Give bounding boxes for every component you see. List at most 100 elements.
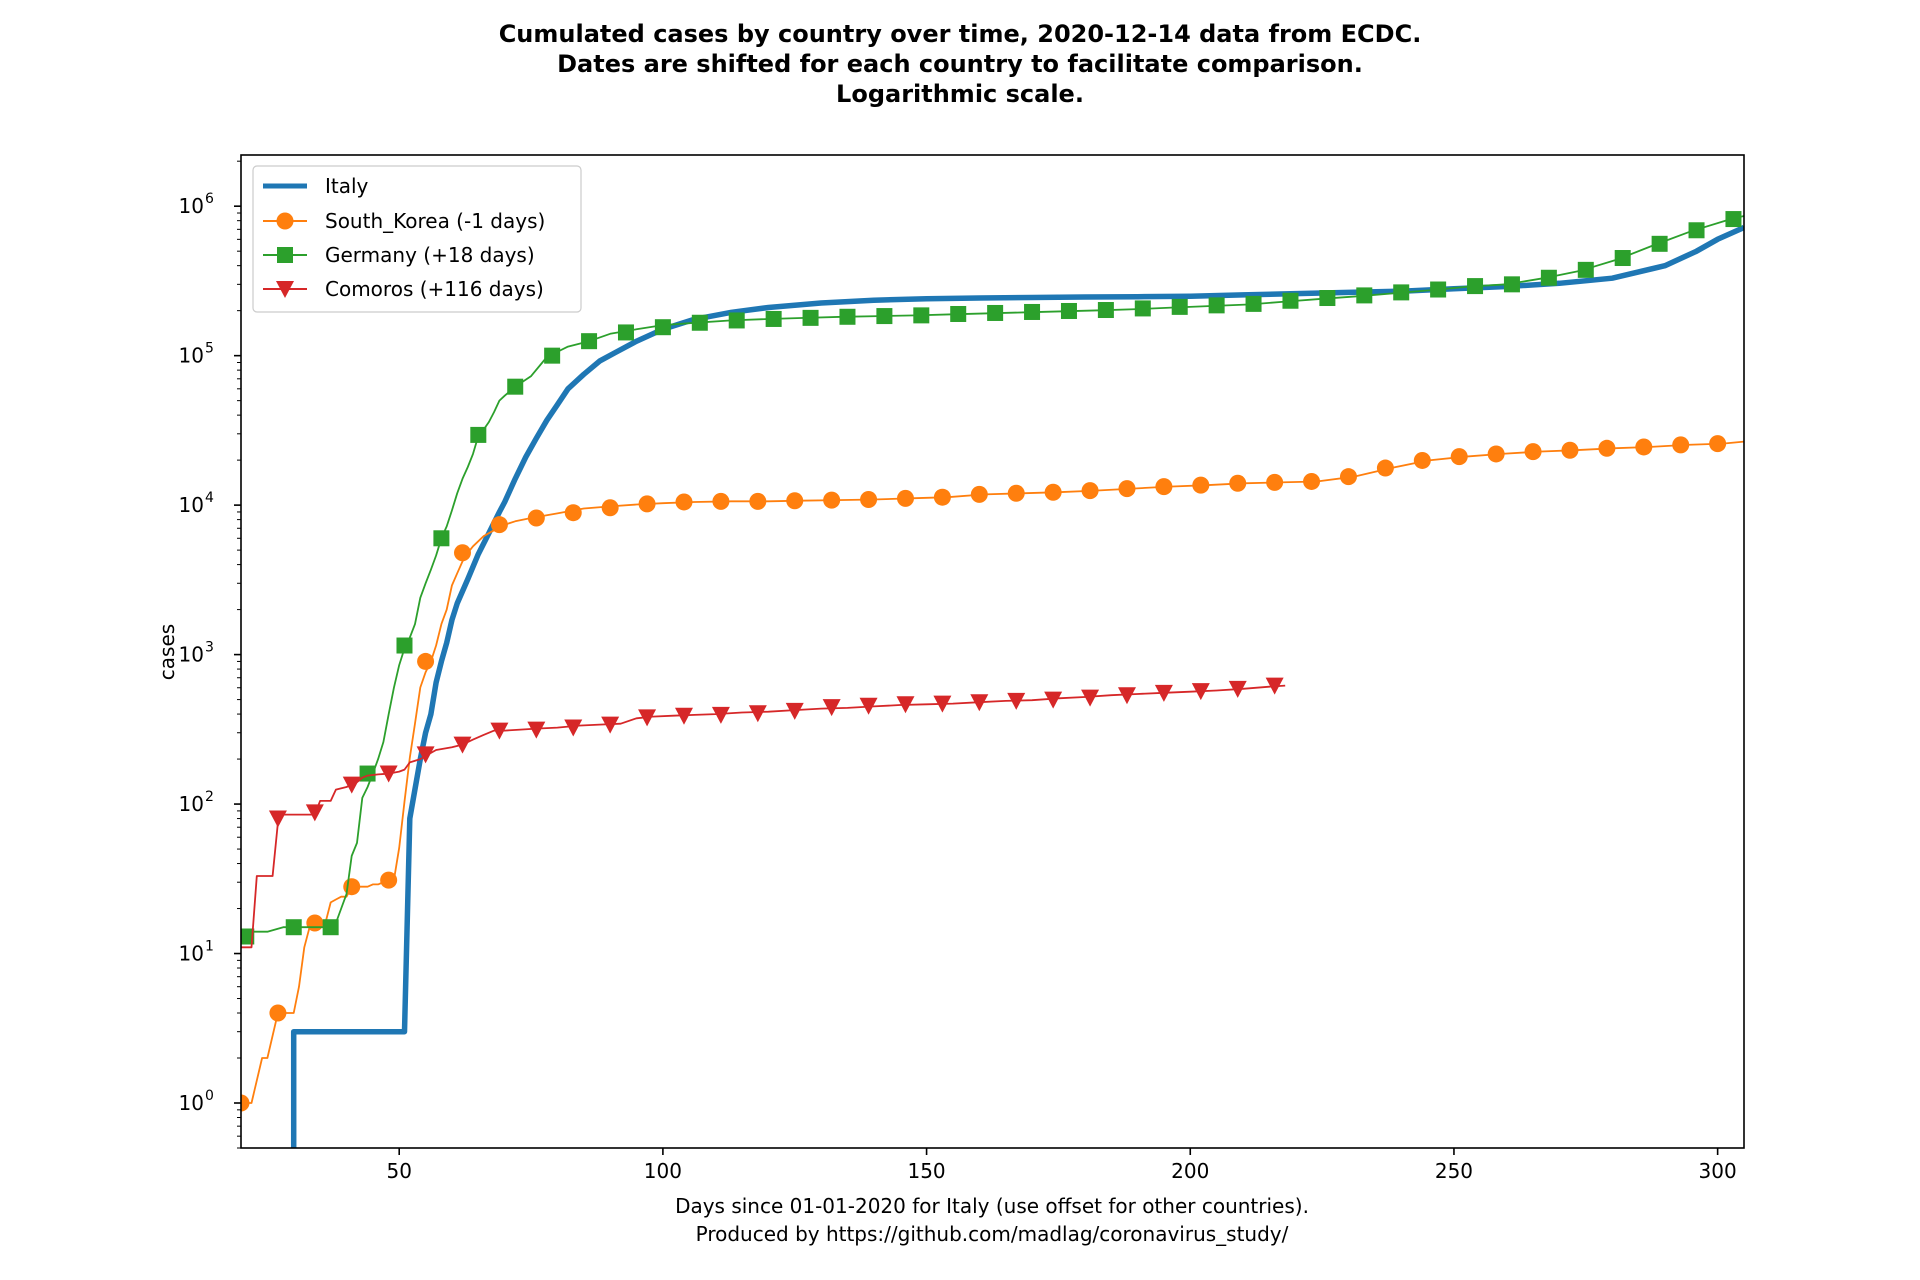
data-point-south-korea	[1413, 451, 1431, 469]
y-tick-exponent-1: 1	[205, 939, 214, 955]
data-point-germany	[1060, 302, 1077, 319]
x-tick-label-100: 100	[644, 1159, 682, 1183]
y-tick-label-6: 10	[179, 194, 204, 218]
data-point-south-korea	[601, 499, 619, 517]
y-tick-exponent-3: 3	[205, 640, 214, 656]
series-comoros	[241, 677, 1286, 949]
title-line-1: Cumulated cases by country over time, 20…	[499, 20, 1422, 48]
data-point-south-korea	[527, 509, 545, 527]
y-tick-exponent-5: 5	[205, 341, 214, 357]
y-tick-label-1: 10	[179, 942, 204, 966]
data-point-germany	[1540, 269, 1557, 286]
data-point-south-korea	[1672, 436, 1690, 454]
data-point-south-korea	[1376, 459, 1394, 477]
data-point-south-korea	[1081, 482, 1099, 500]
data-point-germany	[581, 333, 598, 350]
y-tick-exponent-0: 0	[205, 1088, 214, 1104]
data-point-comoros	[785, 702, 804, 720]
data-point-germany	[507, 378, 524, 395]
data-point-south-korea	[1229, 474, 1247, 492]
plot-area-frame	[240, 154, 1745, 1149]
data-point-south-korea	[675, 493, 693, 511]
data-point-germany	[1503, 276, 1520, 293]
x-tick-label-150: 150	[907, 1159, 945, 1183]
data-point-comoros	[1265, 677, 1284, 695]
data-point-south-korea	[712, 492, 730, 510]
data-point-germany	[765, 310, 782, 327]
data-point-germany	[1282, 292, 1299, 309]
data-point-south-korea	[1450, 448, 1468, 466]
data-point-germany	[470, 426, 487, 443]
data-point-south-korea	[1709, 435, 1727, 453]
y-tick-exponent-4: 4	[205, 490, 214, 506]
legend-marker-comoros	[276, 281, 294, 298]
data-point-comoros	[342, 776, 361, 794]
x-tick-label-300: 300	[1699, 1159, 1737, 1183]
data-point-south-korea	[1044, 483, 1062, 501]
data-point-south-korea	[1266, 473, 1284, 491]
series-layer	[241, 211, 1744, 1148]
data-point-south-korea	[564, 504, 582, 522]
y-tick-label-0: 10	[179, 1091, 204, 1115]
x-tick-label-250: 250	[1435, 1159, 1473, 1183]
data-point-south-korea	[1118, 480, 1136, 498]
data-point-south-korea	[786, 492, 804, 510]
data-point-comoros	[1044, 691, 1063, 709]
data-point-comoros	[268, 810, 287, 828]
data-point-south-korea	[1155, 478, 1173, 496]
data-point-germany	[322, 919, 339, 936]
legend-label-italy: Italy	[325, 174, 369, 198]
data-point-germany	[987, 304, 1004, 321]
data-point-south-korea	[638, 495, 656, 513]
chart-title: Cumulated cases by country over time, 20…	[499, 20, 1422, 108]
data-point-comoros	[453, 736, 472, 754]
data-point-south-korea	[1192, 476, 1210, 494]
data-point-germany	[1577, 261, 1594, 278]
legend-label-comoros: Comoros (+116 days)	[325, 277, 544, 301]
y-tick-label-5: 10	[179, 344, 204, 368]
data-point-comoros	[822, 699, 841, 717]
data-point-germany	[617, 324, 634, 341]
data-point-south-korea	[896, 489, 914, 507]
data-point-germany	[1245, 295, 1262, 312]
data-point-germany	[728, 312, 745, 329]
legend-marker-germany	[277, 247, 293, 263]
data-point-germany	[1725, 211, 1742, 228]
data-point-germany	[913, 307, 930, 324]
data-point-comoros	[674, 707, 693, 725]
y-axis-label: cases	[155, 624, 179, 680]
x-tick-label-50: 50	[386, 1159, 411, 1183]
data-point-south-korea	[1303, 472, 1321, 490]
y-tick-exponent-6: 6	[205, 191, 214, 207]
data-point-south-korea	[1339, 468, 1357, 486]
data-point-comoros	[970, 694, 989, 712]
legend-label-germany: Germany (+18 days)	[325, 243, 535, 267]
data-point-south-korea	[490, 516, 508, 534]
data-point-south-korea	[1007, 484, 1025, 502]
legend-entry-comoros: Comoros (+116 days)	[263, 277, 544, 301]
data-point-germany	[1614, 250, 1631, 267]
data-point-germany	[544, 347, 561, 364]
data-point-germany	[1097, 302, 1114, 319]
series-line-italy	[290, 224, 1744, 1148]
x-axis-label: Days since 01-01-2020 for Italy (use off…	[675, 1194, 1309, 1246]
data-point-germany	[1467, 278, 1484, 295]
data-point-south-korea	[417, 652, 435, 670]
legend-box	[252, 165, 582, 313]
data-point-comoros	[711, 706, 730, 724]
data-point-comoros	[638, 709, 657, 727]
data-point-comoros	[564, 719, 583, 737]
data-point-south-korea	[306, 914, 324, 932]
data-point-comoros	[416, 746, 435, 764]
series-germany	[241, 211, 1744, 945]
data-point-south-korea	[1561, 441, 1579, 459]
data-point-comoros	[933, 695, 952, 713]
data-point-comoros	[859, 697, 878, 715]
data-point-germany	[691, 314, 708, 331]
y-tick-label-4: 10	[179, 493, 204, 517]
data-point-south-korea	[933, 488, 951, 506]
data-point-south-korea	[823, 491, 841, 509]
x-axis-label-line-2: Produced by https://github.com/madlag/co…	[696, 1222, 1289, 1246]
